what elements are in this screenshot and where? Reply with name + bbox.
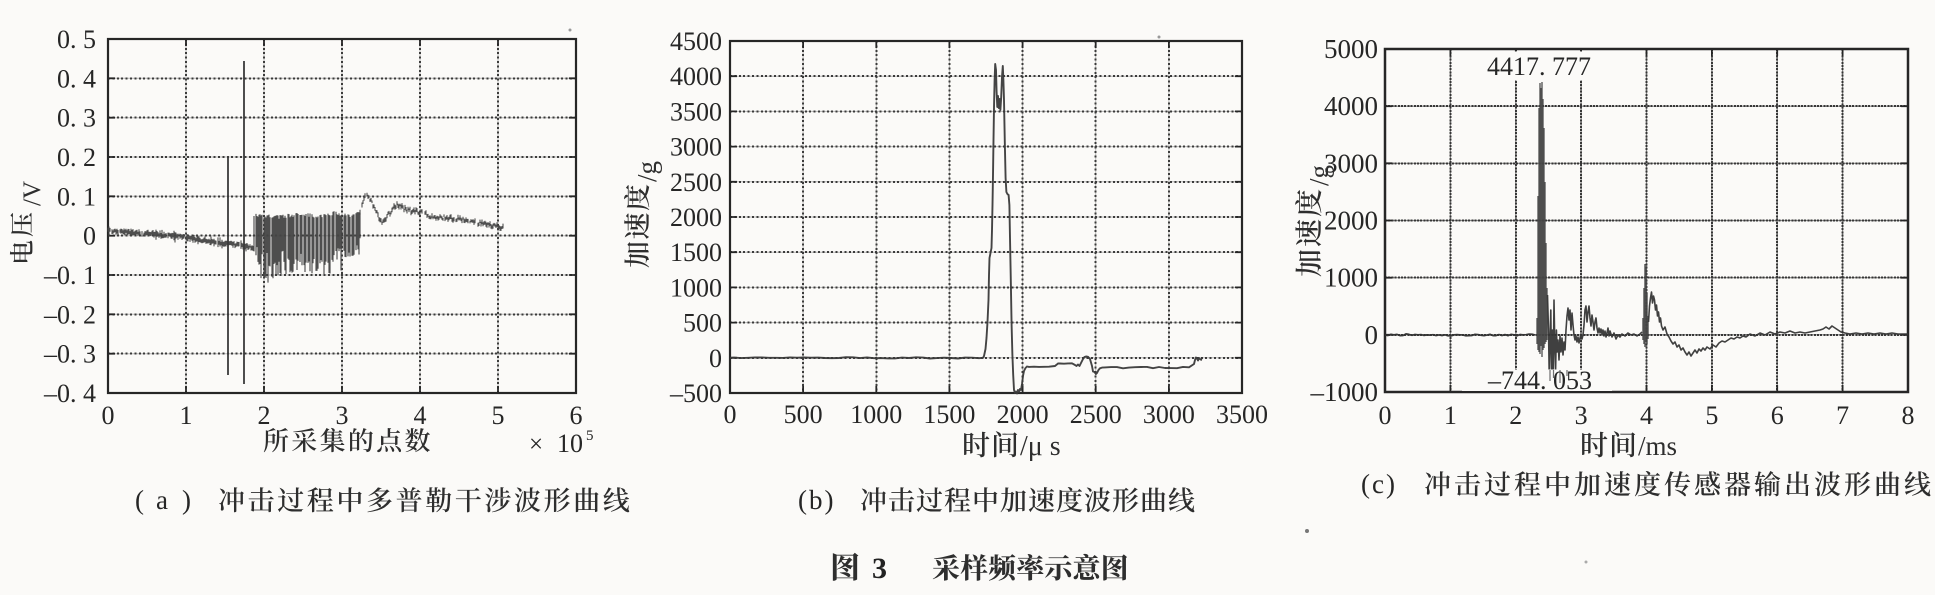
svg-text:1: 1 [1444,401,1457,430]
svg-text:6: 6 [1771,401,1784,430]
svg-text:1500: 1500 [923,400,975,429]
svg-text:×: × [529,431,543,458]
svg-text:3500: 3500 [1216,400,1268,429]
svg-text:3: 3 [872,552,887,585]
svg-text:0. 2: 0. 2 [57,143,96,172]
svg-text:0: 0 [724,400,737,429]
svg-text:(: ( [135,485,144,515]
svg-text:1: 1 [180,401,193,430]
svg-text:1000: 1000 [670,273,722,302]
svg-text:0: 0 [102,401,115,430]
svg-text:–0. 3: –0. 3 [43,340,96,369]
svg-text:4: 4 [414,401,427,430]
svg-text:(c): (c) [1361,469,1397,499]
svg-text:5: 5 [492,401,505,430]
svg-text:a: a [156,485,168,515]
svg-text:0. 1: 0. 1 [57,182,96,211]
svg-text:2000: 2000 [997,400,1049,429]
svg-text:0. 5: 0. 5 [57,25,96,54]
svg-text:4000: 4000 [1324,91,1378,121]
svg-text:2: 2 [258,401,271,430]
svg-text:/g: /g [632,161,662,182]
svg-text:7: 7 [1836,401,1849,430]
svg-text:0: 0 [709,344,722,373]
svg-text:1000: 1000 [850,400,902,429]
svg-text:–0. 2: –0. 2 [43,300,96,329]
svg-text:2500: 2500 [1070,400,1122,429]
svg-text:/V: /V [19,181,46,206]
svg-text:0: 0 [1379,401,1392,430]
svg-text:/ms: /ms [1638,431,1677,461]
svg-text:3000: 3000 [670,133,722,162]
svg-text:500: 500 [683,309,722,338]
svg-text:0. 3: 0. 3 [57,104,96,133]
svg-text:2000: 2000 [670,203,722,232]
svg-text:1000: 1000 [1324,263,1378,293]
svg-text:10: 10 [557,429,583,458]
svg-text:1500: 1500 [670,238,722,267]
svg-text:2500: 2500 [670,168,722,197]
svg-text:): ) [182,485,191,515]
svg-text:5000: 5000 [1324,34,1378,64]
svg-text:2: 2 [1509,401,1522,430]
svg-text:(b): (b) [798,485,835,515]
svg-text:–0. 1: –0. 1 [43,261,96,290]
svg-text:–1000: –1000 [1310,377,1379,407]
svg-text:5: 5 [586,428,594,444]
svg-text:8: 8 [1902,401,1915,430]
svg-text:500: 500 [784,400,823,429]
svg-text:4417. 777: 4417. 777 [1487,52,1591,81]
svg-text:4500: 4500 [670,27,722,56]
svg-text:0: 0 [83,222,96,251]
svg-text:/g: /g [1304,165,1334,186]
svg-text:3500: 3500 [670,97,722,126]
svg-text:0. 4: 0. 4 [57,64,96,93]
svg-text:3000: 3000 [1143,400,1195,429]
svg-text:3: 3 [1575,401,1588,430]
svg-text:5: 5 [1705,401,1718,430]
svg-text:4000: 4000 [670,62,722,91]
svg-text:–0. 4: –0. 4 [43,379,96,408]
svg-text:/μ s: /μ s [1020,431,1061,462]
svg-text:6: 6 [570,401,583,430]
svg-text:4: 4 [1640,401,1653,430]
svg-text:–500: –500 [669,379,722,408]
svg-text:2000: 2000 [1324,205,1378,235]
svg-text:0: 0 [1365,320,1379,350]
svg-text:3: 3 [336,401,349,430]
svg-text:–744. 053: –744. 053 [1487,366,1592,395]
svg-text:3000: 3000 [1324,148,1378,178]
